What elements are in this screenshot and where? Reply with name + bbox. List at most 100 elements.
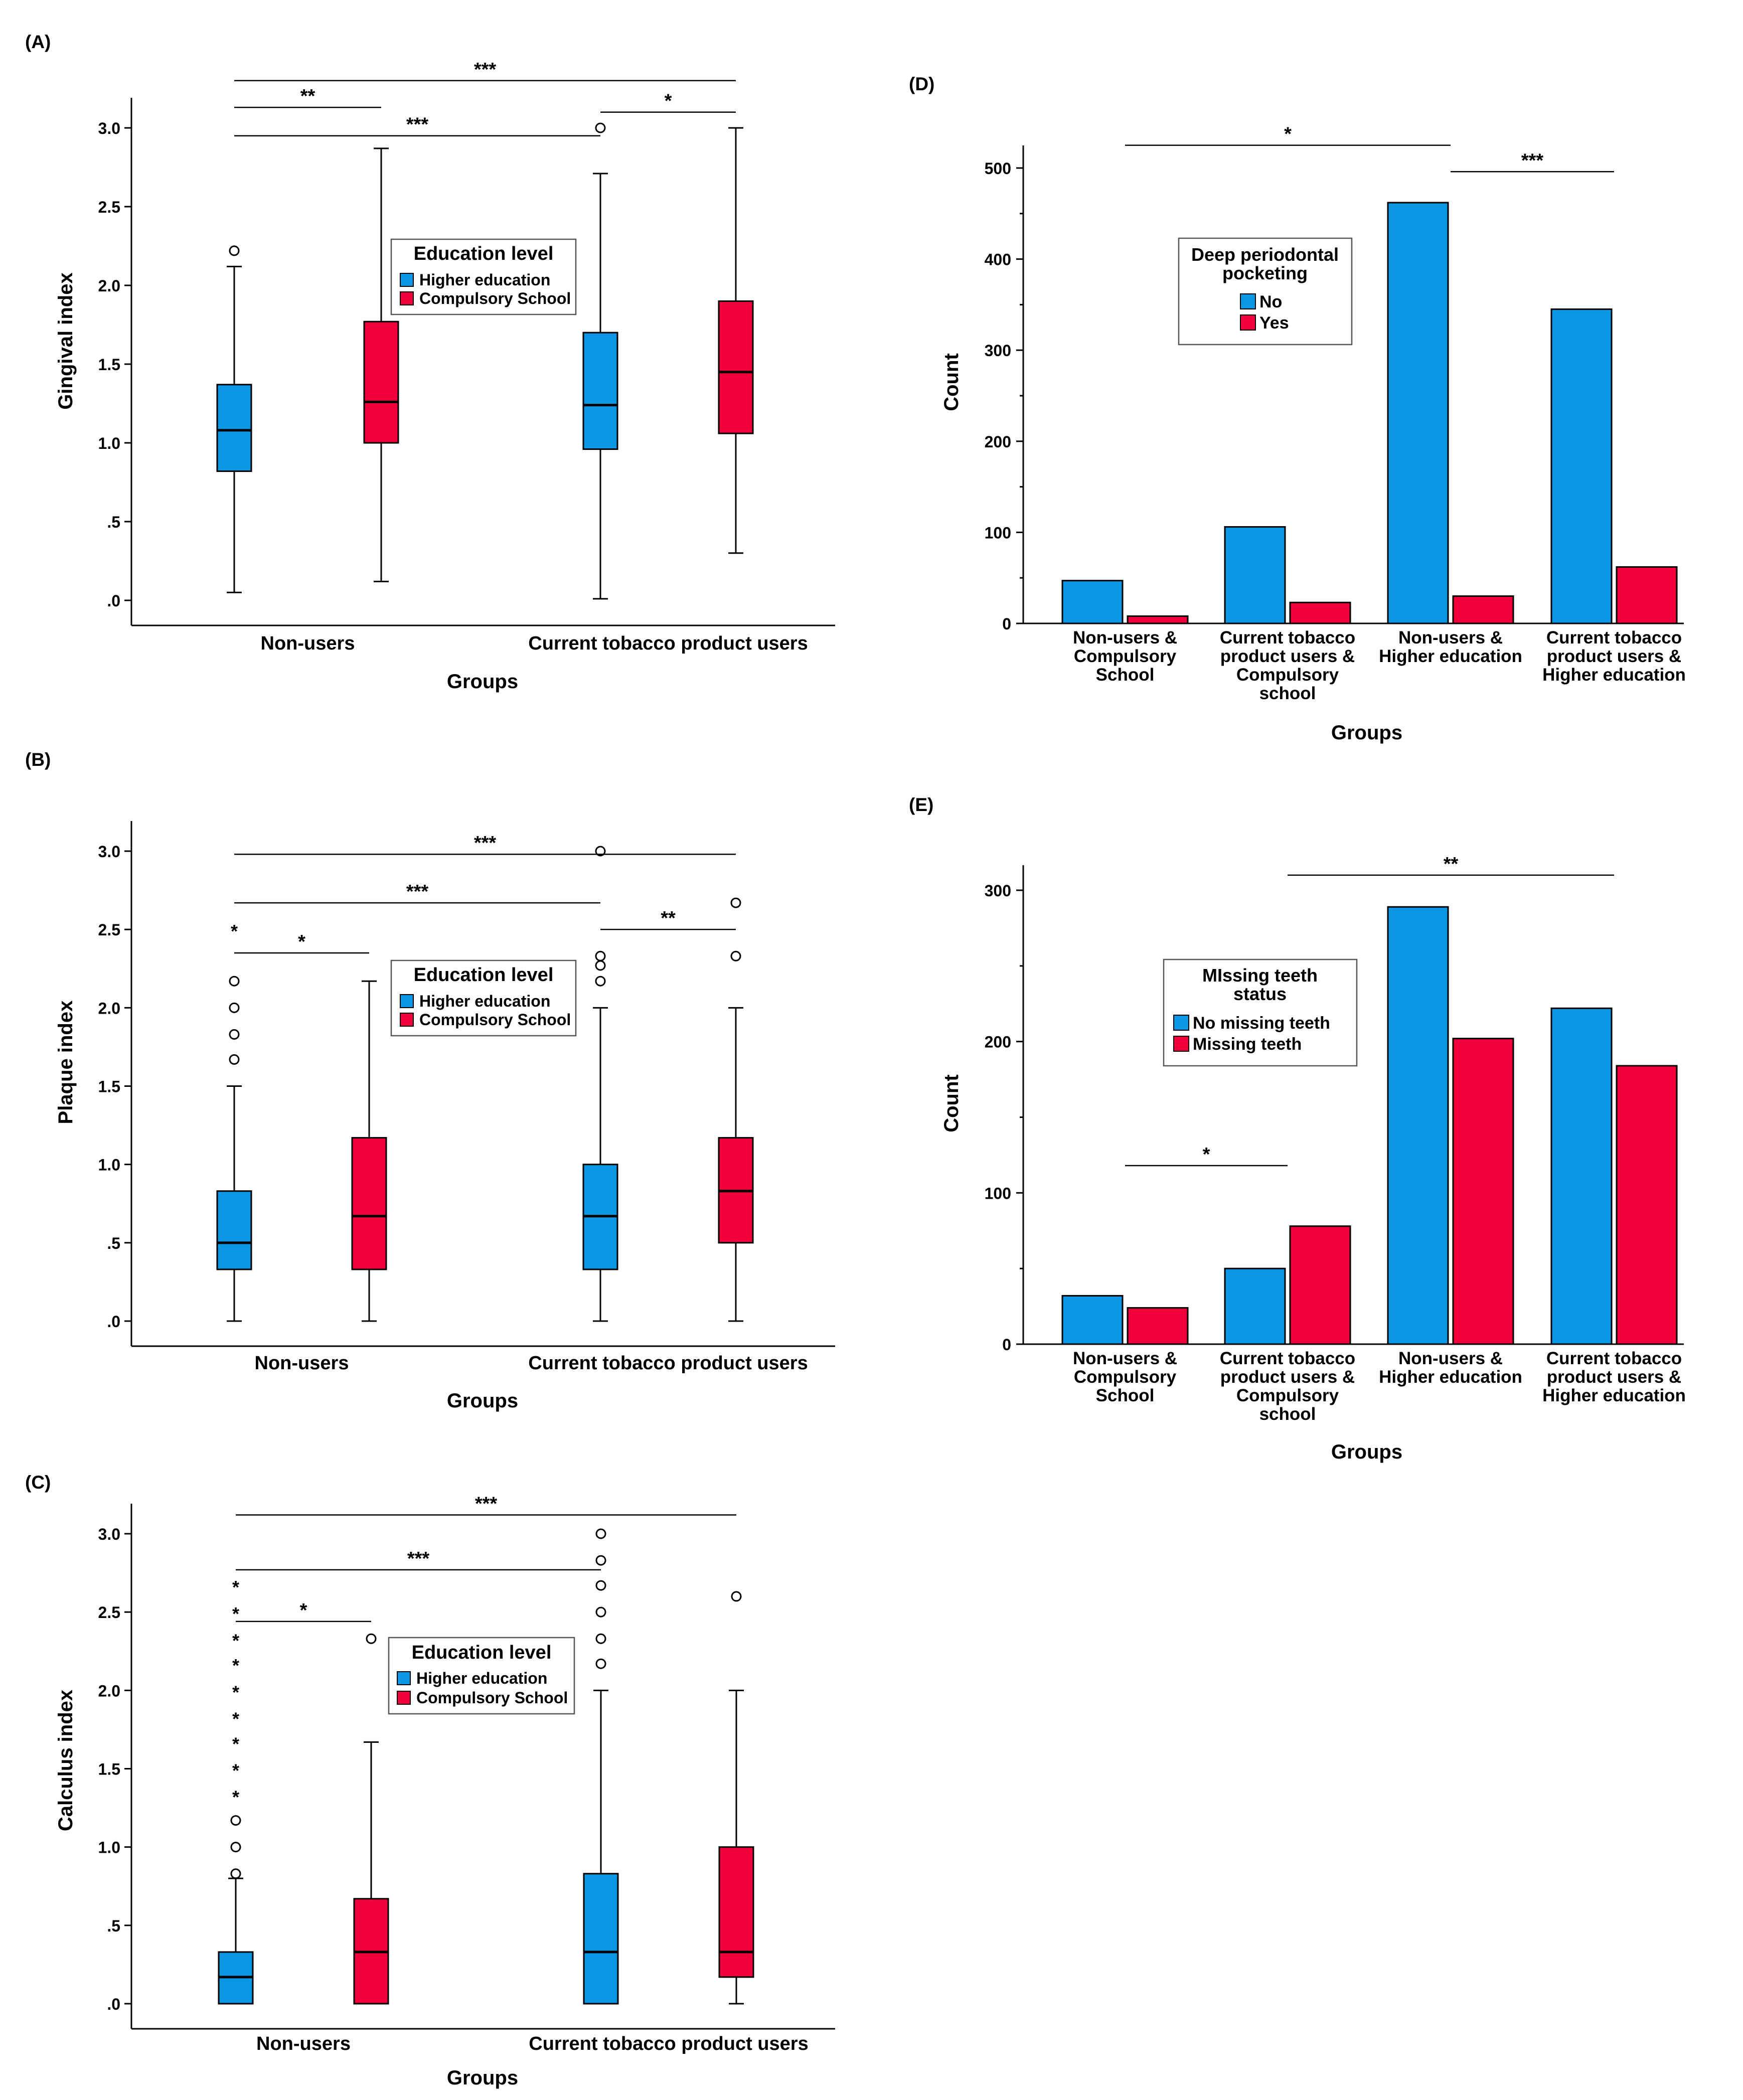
panel-label: (A) [25,32,51,52]
box-iqr [363,320,399,444]
x-axis-label: Groups [447,671,518,693]
box-iqr [582,332,618,450]
y-tick-label: 1.5 [98,1078,120,1096]
outlier-point [595,1633,606,1644]
bar-red [1452,595,1514,624]
legend-swatch-blue [1240,293,1256,309]
legend: Education level Higher education Compuls… [388,1637,575,1715]
y-tick-label: 0 [1002,1336,1011,1354]
y-tick-label: 3.0 [98,843,120,861]
outlier-point [595,976,606,987]
box-iqr [216,384,252,472]
y-tick-label: 2.0 [98,1682,120,1700]
y-tick-label: 200 [985,1033,1011,1051]
y-tick-label: 3.0 [98,1525,120,1543]
significance-label: *** [474,59,497,80]
legend-box [388,1637,575,1715]
y-axis-label: Count [940,1074,963,1133]
legend-item: Higher education [419,271,550,289]
outlier-point [731,1591,742,1602]
panel-d-deep-periodontal-pocketing: (D) Count Groups Deep periodontal pocket… [909,74,1686,744]
panel-b-plaque-index: (B) Plaque index Groups Education level … [25,749,835,1412]
panel-c-calculus-index: (C) Calculus index Groups Education leve… [25,1472,835,2089]
extreme-point: * [232,1630,239,1651]
legend-title: Education level [414,243,554,264]
y-tick-label: .0 [107,1313,120,1331]
significance-label: *** [406,114,429,135]
x-tick-label: Higher education [1542,665,1686,685]
box-iqr [216,1190,252,1270]
outlier-point [595,960,606,971]
y-tick-label: 1.5 [98,356,120,374]
bar-red [1616,566,1678,624]
legend-swatch-red [400,291,414,305]
panel-label: (B) [25,749,51,770]
outlier-point [595,1606,606,1618]
significance-label: *** [475,1494,498,1515]
significance-label: *** [474,833,497,854]
legend-item: Compulsory School [416,1689,568,1707]
extreme-point: * [232,1733,239,1754]
significance-label: ** [661,908,676,929]
bar-blue [1387,202,1449,624]
bar-blue [1550,1007,1613,1345]
bar-blue [1224,1267,1286,1345]
legend-title: pocketing [1222,263,1308,283]
outlier-point [229,976,240,987]
y-tick-label: 2.0 [98,999,120,1017]
bar-red [1289,601,1351,624]
bar-blue [1061,1295,1124,1345]
legend-title: Education level [412,1642,552,1663]
y-tick-label: 300 [985,882,1011,900]
y-tick-label: 1.0 [98,1839,120,1857]
legend: Education level Higher education Compuls… [390,238,577,315]
y-tick-label: 2.5 [98,1603,120,1622]
bar-blue [1224,526,1286,624]
x-tick-label: Compulsory [1074,647,1177,666]
legend-swatch-red [397,1691,411,1705]
x-tick-label: Non-users & [1398,1349,1503,1368]
legend-box [1163,958,1358,1067]
y-tick-label: 1.5 [98,1760,120,1779]
x-tick-label: Non-users [261,633,355,654]
x-tick-label: product users & [1220,1367,1355,1387]
x-tick-label: product users & [1220,647,1355,666]
bar-red [1452,1038,1514,1345]
extreme-point: * [232,1655,239,1676]
legend-item: Higher education [416,1669,547,1687]
outlier-point [595,1528,606,1539]
significance-label: *** [406,881,429,902]
legend-swatch-blue [400,994,414,1008]
panel-label: (D) [909,74,934,94]
legend-item: Compulsory School [419,289,571,307]
legend-item: Higher education [419,992,550,1010]
legend-box [390,959,577,1037]
outlier-point [229,1002,240,1013]
outlier-point [730,897,741,908]
legend: Deep periodontal pocketing No Yes [1178,237,1353,346]
outlier-point [595,846,606,857]
legend-box [390,238,577,315]
significance-label: * [298,931,305,952]
significance-label: *** [407,1548,430,1569]
legend-title: MIssing teeth [1202,965,1318,986]
outlier-point [595,1555,606,1566]
x-tick-label: Compulsory [1236,1386,1339,1405]
legend-item: No [1259,292,1282,311]
legend-item: Yes [1259,313,1289,333]
significance-label: *** [1521,150,1544,171]
y-axis-label: Gingival index [55,272,77,409]
outlier-point [595,1580,606,1591]
x-tick-label: Compulsory [1236,665,1339,685]
x-tick-label: Current tobacco [1546,1349,1682,1368]
x-tick-label: Current tobacco [1220,1349,1355,1368]
panel-e-missing-teeth-status: (E) Count Groups MIssing teeth status No… [909,794,1686,1463]
panel-a-gingival-index: (A) Gingival index Groups Education leve… [25,32,835,693]
x-tick-label: Non-users & [1398,628,1503,648]
y-tick-label: 500 [985,159,1011,178]
legend-swatch-red [1173,1036,1189,1052]
legend-swatch-red [400,1013,414,1027]
legend-item: Missing teeth [1193,1035,1302,1054]
y-tick-label: 400 [985,251,1011,269]
bar-red [1127,615,1189,624]
